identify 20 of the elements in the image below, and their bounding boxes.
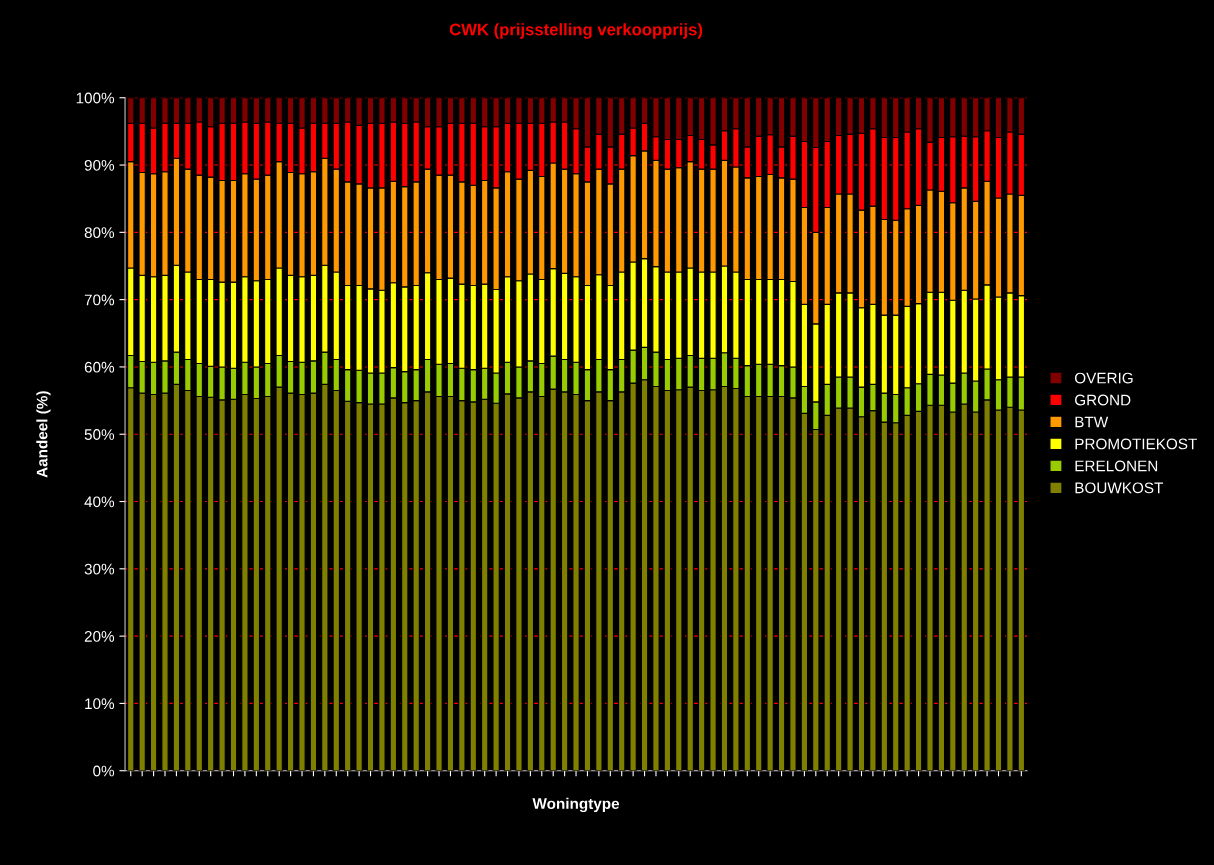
legend-label: BTW <box>1075 416 1109 428</box>
legend-label: OVERIG <box>1074 372 1133 384</box>
y-tick-label: 0% <box>93 765 115 777</box>
chart-title: CWK (prijsstelling verkoopprijs) <box>449 23 703 39</box>
legend-label: BOUWKOST <box>1075 482 1164 494</box>
y-tick-label: 40% <box>84 496 115 508</box>
y-tick-label: 30% <box>84 563 115 575</box>
y-axis-title: Aandeel (%) <box>36 391 51 478</box>
y-tick-label: 60% <box>84 361 115 373</box>
legend-label: ERELONEN <box>1075 460 1158 472</box>
y-tick-label: 100% <box>76 92 115 104</box>
x-axis-title: Woningtype <box>532 797 620 813</box>
y-tick-label: 70% <box>84 294 115 306</box>
legend-label: PROMOTIEKOST <box>1075 438 1197 450</box>
y-tick-label: 90% <box>84 159 115 171</box>
legend-label: GROND <box>1075 394 1131 406</box>
y-tick-label: 10% <box>85 698 115 710</box>
y-tick-label: 50% <box>84 429 115 440</box>
y-tick-label: 80% <box>84 227 115 239</box>
y-tick-label: 20% <box>84 630 115 642</box>
